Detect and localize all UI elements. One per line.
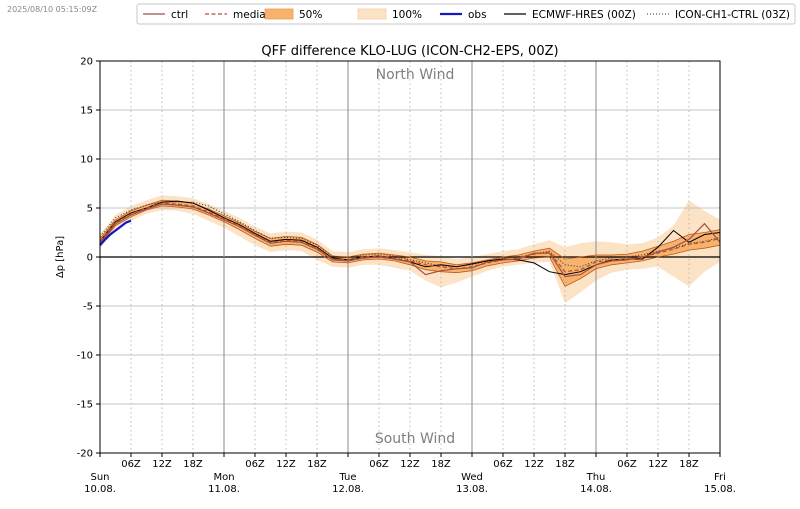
legend: ctrl median 50% 100% obs ECMWF-HRES (00Z) ICON… [136, 3, 796, 25]
y-tick-label: 10 [80, 155, 93, 166]
legend-item-p100: 100% [357, 8, 422, 21]
legend-label: 100% [392, 9, 422, 21]
day-tick-label: Wed [461, 472, 483, 483]
x-tick-label: 12Z [152, 459, 172, 470]
y-axis: -20 -15 -10 -5 0 5 10 15 20 [77, 57, 100, 460]
y-tick-label: -15 [77, 400, 93, 411]
timestamp-label: 2025/08/10 05:15:09Z [7, 5, 98, 14]
legend-item-median: median [205, 9, 272, 21]
legend-label: ECMWF-HRES (00Z) [532, 9, 636, 21]
x-axis: 06Z 12Z 18Z 06Z 12Z 18Z 06Z 12Z 18Z 06Z 12Z 18Z 06Z 1… [84, 453, 736, 495]
legend-swatch [264, 8, 294, 20]
x-tick-label: 18Z [431, 459, 451, 470]
chart-title: QFF difference KLO-LUG (ICON-CH2-EPS, 00… [261, 44, 558, 59]
day-tick-label: Tue [338, 472, 356, 483]
date-tick-label: 15.08. [704, 484, 736, 495]
legend-label: median [233, 9, 272, 21]
x-tick-label: 18Z [555, 459, 575, 470]
series-median [99, 202, 721, 273]
x-tick-label: 12Z [400, 459, 420, 470]
series-obs [99, 219, 132, 246]
day-tick-label: Sun [90, 472, 109, 483]
north-wind-annotation: North Wind [376, 67, 455, 83]
y-tick-label: 15 [80, 106, 93, 117]
legend-label: 50% [299, 9, 322, 21]
date-tick-label: 12.08. [332, 484, 364, 495]
x-tick-label: 06Z [493, 459, 513, 470]
legend-item-hres: ECMWF-HRES (00Z) [504, 9, 636, 21]
y-tick-label: 0 [87, 253, 93, 264]
x-tick-label: 12Z [524, 459, 544, 470]
legend-item-p50: 50% [264, 8, 322, 21]
x-tick-label: 06Z [617, 459, 637, 470]
y-tick-label: -5 [83, 302, 93, 313]
legend-label: ICON-CH1-CTRL (03Z) [675, 9, 790, 21]
legend-item-obs: obs [440, 9, 487, 21]
legend-swatch [357, 8, 387, 20]
date-tick-label: 10.08. [84, 484, 116, 495]
legend-item-ctrl: ctrl [143, 9, 188, 21]
y-tick-label: 5 [87, 204, 93, 215]
legend-label: obs [468, 9, 487, 21]
y-tick-label: 20 [80, 57, 93, 68]
date-tick-label: 13.08. [456, 484, 488, 495]
day-tick-label: Fri [714, 472, 726, 483]
legend-item-ch1: ICON-CH1-CTRL (03Z) [647, 9, 790, 21]
south-wind-annotation: South Wind [375, 431, 455, 447]
x-tick-label: 12Z [648, 459, 668, 470]
x-tick-label: 18Z [307, 459, 327, 470]
y-tick-label: -10 [77, 351, 93, 362]
date-tick-label: 14.08. [580, 484, 612, 495]
x-tick-label: 06Z [121, 459, 141, 470]
legend-label: ctrl [171, 9, 188, 21]
x-tick-label: 18Z [183, 459, 203, 470]
band-50-lower-edge [99, 205, 721, 287]
x-tick-label: 18Z [679, 459, 699, 470]
day-tick-label: Thu [586, 472, 606, 483]
band-50-upper-edge [99, 199, 721, 266]
series-ctrl [99, 203, 721, 278]
x-tick-label: 06Z [245, 459, 265, 470]
date-tick-label: 11.08. [208, 484, 240, 495]
plot-area [99, 61, 721, 453]
y-tick-label: -20 [77, 449, 93, 460]
x-tick-label: 06Z [369, 459, 389, 470]
day-tick-label: Mon [213, 472, 234, 483]
x-tick-label: 12Z [276, 459, 296, 470]
legend-frame [136, 3, 796, 25]
y-axis-label: Δp [hPa] [55, 236, 66, 278]
